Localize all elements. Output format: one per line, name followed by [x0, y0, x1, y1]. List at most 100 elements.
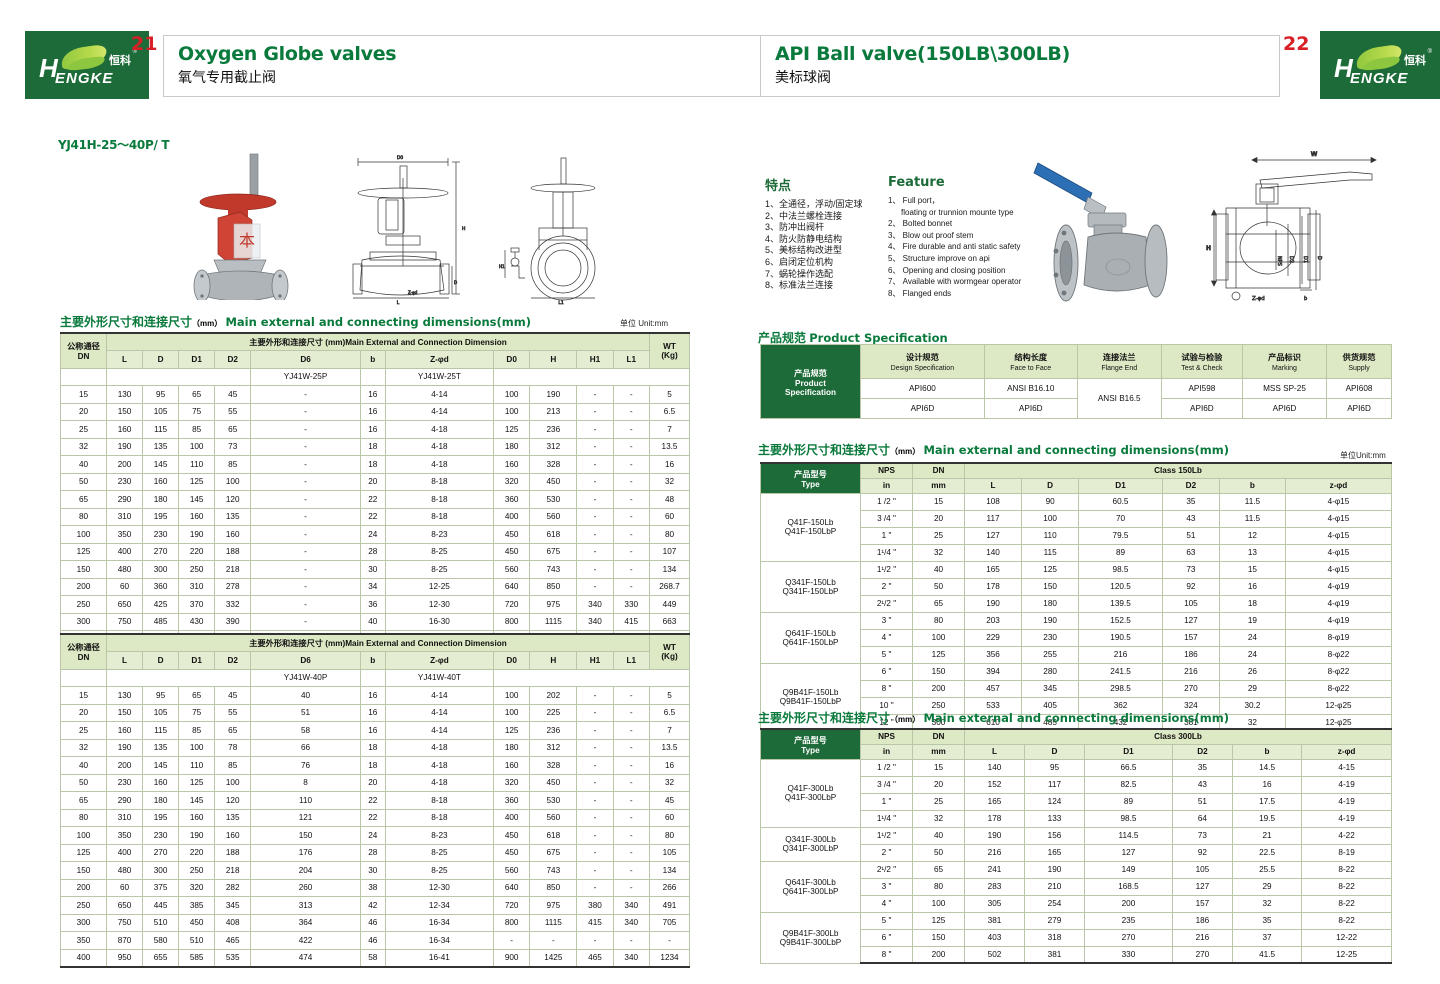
table-cell: 375: [142, 878, 180, 897]
table-cell: 345: [214, 896, 252, 915]
table-cell: 80: [649, 826, 690, 845]
table-cell: 18: [359, 455, 386, 474]
table-cell: 45: [214, 686, 252, 705]
column-header: L: [964, 743, 1025, 760]
table-cell: 76: [250, 756, 361, 775]
table-cell: 160: [493, 756, 531, 775]
registered-mark-icon-right: ®: [1427, 49, 1432, 55]
table-cell: 18: [1218, 594, 1286, 613]
table-cell: 216: [1078, 645, 1163, 664]
table-row: 1 " 25 127 110 79.5 51 12 4-φ15: [760, 526, 1393, 545]
table-cell: 312: [529, 738, 578, 757]
table-cell: 1425: [529, 948, 578, 968]
table-cell: 140: [964, 758, 1025, 777]
table-cell: 127: [1084, 843, 1173, 862]
column-header: b: [1218, 477, 1286, 494]
table-cell: 4-14: [384, 703, 495, 722]
feature-item-cn: 7、蜗轮操作选配: [765, 268, 834, 279]
table-cell: 580: [142, 931, 180, 950]
svg-text:D: D: [1316, 256, 1322, 260]
table-cell: -: [612, 455, 651, 474]
table-cell: 135: [142, 738, 180, 757]
table-cell: 480: [105, 560, 144, 579]
table-cell: 8-18: [384, 791, 495, 810]
logo-h-letter-right: H: [1334, 53, 1353, 83]
table-cell: -: [612, 420, 651, 439]
table-cell: 15: [1218, 560, 1286, 579]
table-cell: 450: [529, 773, 578, 792]
table-cell: 107: [649, 542, 690, 561]
table-cell: 22.5: [1231, 843, 1303, 862]
column-header: b: [1231, 743, 1303, 760]
table-cell: 16: [359, 402, 386, 421]
band-spacer: [60, 668, 107, 687]
class-header: Class 300Lb: [964, 727, 1392, 745]
table-cell: 241.5: [1078, 662, 1163, 681]
table-cell: 8-23: [384, 525, 495, 544]
table-cell: 60.5: [1078, 492, 1163, 511]
table-row: 1¹/4 " 32 178 133 98.5 64 19.5 4-19: [760, 809, 1392, 828]
column-header: D: [1024, 743, 1085, 760]
spec-cell: API6D: [1160, 398, 1243, 419]
column-header: H: [529, 350, 578, 369]
table-cell: -: [576, 385, 614, 404]
column-header: b: [359, 651, 386, 670]
table-cell: 4-φ15: [1284, 492, 1393, 511]
ball-valve-150lb-dimensions-table: 产品型号 Type NPS DN Class 150Lb in mm L D D1 D2 b z-φd Q…: [760, 461, 1393, 732]
table-cell: 750: [105, 612, 144, 631]
table-cell: 390: [214, 612, 252, 631]
table-cell: 156: [1024, 826, 1085, 845]
table-cell: 450: [493, 826, 531, 845]
table-cell: 425: [142, 595, 180, 614]
table-cell: 121: [250, 808, 361, 827]
company-logo-right: H 恒科 ® ENGKE: [1320, 31, 1440, 99]
column-header: D6: [250, 651, 361, 670]
table-cell: -: [576, 577, 614, 596]
table-cell: 117: [1024, 775, 1085, 794]
table-cell: 278: [214, 577, 252, 596]
table-row: 40 200 145 110 85-18 4-18 160 328- -16: [60, 455, 690, 474]
dn-cell: 25: [912, 792, 965, 811]
table-cell: 186: [1161, 645, 1220, 664]
table-cell: 8-φ22: [1284, 645, 1393, 664]
table-cell: -: [612, 931, 651, 950]
spec-cell: API6D: [1326, 398, 1392, 419]
table-cell: 12-22: [1301, 928, 1392, 947]
table-cell: 618: [529, 525, 578, 544]
column-header: H: [529, 651, 578, 670]
table-cell: 85: [214, 756, 252, 775]
table-cell: 130: [105, 385, 144, 404]
table-cell: 800: [493, 913, 531, 932]
dn-cell: 40: [912, 560, 965, 579]
table-cell: 160: [214, 525, 252, 544]
table-row: Q9B41F-300Lb Q9B41F-300LbP 5 " 125 381 279 235…: [760, 911, 1392, 964]
left-section-title-en: Main external and connecting dimensions(…: [225, 315, 531, 329]
table-row: Q641F-300Lb Q641F-300LbP 2¹/2 " 65 241 190 149…: [760, 860, 1392, 913]
table-cell: 188: [214, 542, 252, 561]
dn-cell: 40: [912, 826, 965, 845]
table-cell: -: [612, 525, 651, 544]
table-cell: -: [250, 490, 361, 509]
table-cell: 150: [60, 560, 107, 579]
table-cell: 63: [1161, 543, 1220, 562]
nps-cell: 1 /2 ": [860, 758, 913, 777]
table-cell: 75: [178, 703, 216, 722]
table-cell: -: [612, 826, 651, 845]
table-cell: 16: [359, 686, 386, 705]
table-cell: 450: [493, 525, 531, 544]
dim-150-title-en: Main external and connecting dimensions(…: [923, 443, 1229, 457]
table-cell: 100: [493, 402, 531, 421]
table-cell: 305: [964, 894, 1025, 913]
table-cell: 16: [649, 455, 690, 474]
table-cell: 43: [1171, 775, 1233, 794]
table-cell: 16: [1218, 577, 1286, 596]
table-cell: 190: [963, 594, 1023, 613]
type-group-label: Q341F-150Lb Q341F-150LbP: [760, 560, 861, 613]
table-cell: 330: [1084, 945, 1173, 964]
table-row: Q341F-150Lb Q341F-150LbP 1¹/2 " 40 165 125 98.…: [760, 560, 1393, 613]
column-header: D2: [1171, 743, 1233, 760]
table-cell: -: [576, 843, 614, 862]
table-cell: 1115: [529, 913, 578, 932]
table-cell: 149: [1084, 860, 1173, 879]
band-spacer: [60, 367, 107, 386]
